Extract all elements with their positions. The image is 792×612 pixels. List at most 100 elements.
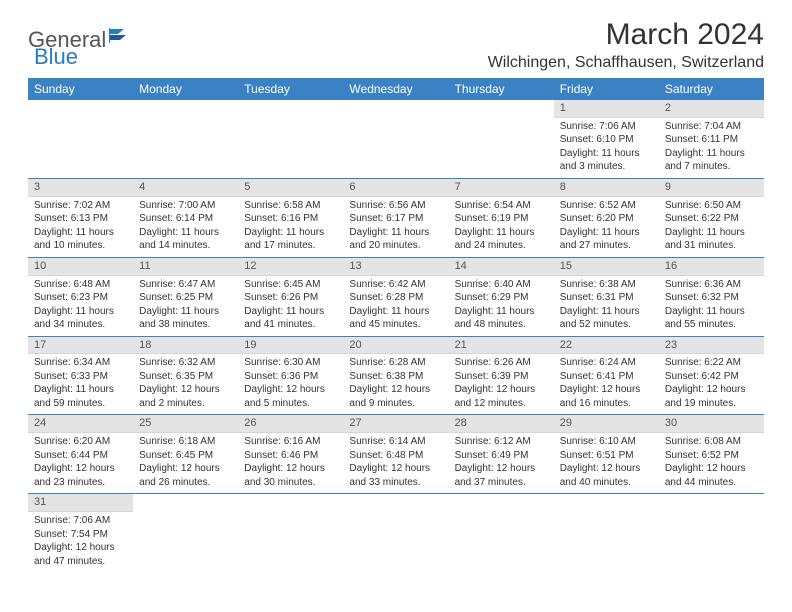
day-body: Sunrise: 6:28 AMSunset: 6:38 PMDaylight:…: [343, 354, 448, 414]
sunset-text: Sunset: 6:48 PM: [349, 449, 442, 463]
sunset-text: Sunset: 6:10 PM: [560, 133, 653, 147]
sunset-text: Sunset: 6:44 PM: [34, 449, 127, 463]
day-body: Sunrise: 6:16 AMSunset: 6:46 PMDaylight:…: [238, 433, 343, 493]
day-number: 17: [28, 337, 133, 355]
day-cell: [238, 494, 343, 572]
day-cell: 1Sunrise: 7:06 AMSunset: 6:10 PMDaylight…: [554, 100, 659, 178]
day-cell: [554, 494, 659, 572]
day-number: 15: [554, 258, 659, 276]
daylight-text: Daylight: 11 hours and 34 minutes.: [34, 305, 127, 332]
day-cell: [133, 100, 238, 178]
day-body: Sunrise: 6:36 AMSunset: 6:32 PMDaylight:…: [659, 276, 764, 336]
day-number: 7: [449, 179, 554, 197]
weekday-header: Thursday: [449, 78, 554, 100]
week-row: 3Sunrise: 7:02 AMSunset: 6:13 PMDaylight…: [28, 178, 764, 257]
day-cell: 15Sunrise: 6:38 AMSunset: 6:31 PMDayligh…: [554, 257, 659, 336]
sunset-text: Sunset: 6:42 PM: [665, 370, 758, 384]
sunset-text: Sunset: 6:19 PM: [455, 212, 548, 226]
weekday-header: Sunday: [28, 78, 133, 100]
sunset-text: Sunset: 6:41 PM: [560, 370, 653, 384]
day-body: Sunrise: 6:40 AMSunset: 6:29 PMDaylight:…: [449, 276, 554, 336]
day-cell: 11Sunrise: 6:47 AMSunset: 6:25 PMDayligh…: [133, 257, 238, 336]
sunrise-text: Sunrise: 6:26 AM: [455, 356, 548, 370]
day-number: 26: [238, 415, 343, 433]
day-body: Sunrise: 6:52 AMSunset: 6:20 PMDaylight:…: [554, 197, 659, 257]
sunrise-text: Sunrise: 6:52 AM: [560, 199, 653, 213]
day-number: 19: [238, 337, 343, 355]
day-number: 21: [449, 337, 554, 355]
day-body: Sunrise: 6:10 AMSunset: 6:51 PMDaylight:…: [554, 433, 659, 493]
page-header: General March 2024 Wilchingen, Schaffhau…: [28, 18, 764, 72]
daylight-text: Daylight: 11 hours and 41 minutes.: [244, 305, 337, 332]
day-cell: 3Sunrise: 7:02 AMSunset: 6:13 PMDaylight…: [28, 178, 133, 257]
daylight-text: Daylight: 12 hours and 5 minutes.: [244, 383, 337, 410]
weekday-header: Saturday: [659, 78, 764, 100]
weekday-header: Tuesday: [238, 78, 343, 100]
calendar-table: Sunday Monday Tuesday Wednesday Thursday…: [28, 78, 764, 572]
daylight-text: Daylight: 12 hours and 19 minutes.: [665, 383, 758, 410]
day-body: Sunrise: 6:26 AMSunset: 6:39 PMDaylight:…: [449, 354, 554, 414]
day-cell: [238, 100, 343, 178]
day-body: Sunrise: 7:06 AMSunset: 6:10 PMDaylight:…: [554, 118, 659, 178]
daylight-text: Daylight: 11 hours and 48 minutes.: [455, 305, 548, 332]
day-number: 4: [133, 179, 238, 197]
sunrise-text: Sunrise: 6:42 AM: [349, 278, 442, 292]
sunrise-text: Sunrise: 6:12 AM: [455, 435, 548, 449]
sunrise-text: Sunrise: 6:10 AM: [560, 435, 653, 449]
week-row: 17Sunrise: 6:34 AMSunset: 6:33 PMDayligh…: [28, 336, 764, 415]
day-body: Sunrise: 7:04 AMSunset: 6:11 PMDaylight:…: [659, 118, 764, 178]
sunrise-text: Sunrise: 6:45 AM: [244, 278, 337, 292]
sunset-text: Sunset: 6:39 PM: [455, 370, 548, 384]
day-cell: 7Sunrise: 6:54 AMSunset: 6:19 PMDaylight…: [449, 178, 554, 257]
day-body: Sunrise: 6:18 AMSunset: 6:45 PMDaylight:…: [133, 433, 238, 493]
sunset-text: Sunset: 7:54 PM: [34, 528, 127, 542]
day-number: 13: [343, 258, 448, 276]
location-text: Wilchingen, Schaffhausen, Switzerland: [488, 54, 764, 72]
sunrise-text: Sunrise: 6:24 AM: [560, 356, 653, 370]
sunset-text: Sunset: 6:22 PM: [665, 212, 758, 226]
day-cell: [449, 494, 554, 572]
month-title: March 2024: [488, 18, 764, 52]
daylight-text: Daylight: 11 hours and 31 minutes.: [665, 226, 758, 253]
day-cell: 10Sunrise: 6:48 AMSunset: 6:23 PMDayligh…: [28, 257, 133, 336]
day-cell: 6Sunrise: 6:56 AMSunset: 6:17 PMDaylight…: [343, 178, 448, 257]
day-number: 28: [449, 415, 554, 433]
weekday-header: Friday: [554, 78, 659, 100]
daylight-text: Daylight: 12 hours and 33 minutes.: [349, 462, 442, 489]
sunrise-text: Sunrise: 6:28 AM: [349, 356, 442, 370]
sunset-text: Sunset: 6:20 PM: [560, 212, 653, 226]
day-cell: 18Sunrise: 6:32 AMSunset: 6:35 PMDayligh…: [133, 336, 238, 415]
sunset-text: Sunset: 6:14 PM: [139, 212, 232, 226]
daylight-text: Daylight: 11 hours and 38 minutes.: [139, 305, 232, 332]
day-cell: 2Sunrise: 7:04 AMSunset: 6:11 PMDaylight…: [659, 100, 764, 178]
sunset-text: Sunset: 6:35 PM: [139, 370, 232, 384]
day-body: Sunrise: 6:14 AMSunset: 6:48 PMDaylight:…: [343, 433, 448, 493]
week-row: 31Sunrise: 7:06 AMSunset: 7:54 PMDayligh…: [28, 494, 764, 572]
sunrise-text: Sunrise: 6:50 AM: [665, 199, 758, 213]
weekday-header: Monday: [133, 78, 238, 100]
sunrise-text: Sunrise: 6:20 AM: [34, 435, 127, 449]
day-cell: [659, 494, 764, 572]
title-block: March 2024 Wilchingen, Schaffhausen, Swi…: [488, 18, 764, 72]
sunrise-text: Sunrise: 6:47 AM: [139, 278, 232, 292]
day-body: Sunrise: 6:24 AMSunset: 6:41 PMDaylight:…: [554, 354, 659, 414]
sunrise-text: Sunrise: 6:18 AM: [139, 435, 232, 449]
daylight-text: Daylight: 11 hours and 27 minutes.: [560, 226, 653, 253]
day-body: Sunrise: 6:08 AMSunset: 6:52 PMDaylight:…: [659, 433, 764, 493]
sunrise-text: Sunrise: 6:54 AM: [455, 199, 548, 213]
day-number: 20: [343, 337, 448, 355]
sunset-text: Sunset: 6:29 PM: [455, 291, 548, 305]
daylight-text: Daylight: 12 hours and 30 minutes.: [244, 462, 337, 489]
day-body: Sunrise: 6:48 AMSunset: 6:23 PMDaylight:…: [28, 276, 133, 336]
sunrise-text: Sunrise: 6:40 AM: [455, 278, 548, 292]
daylight-text: Daylight: 11 hours and 14 minutes.: [139, 226, 232, 253]
sunrise-text: Sunrise: 6:22 AM: [665, 356, 758, 370]
sunrise-text: Sunrise: 7:06 AM: [560, 120, 653, 134]
daylight-text: Daylight: 12 hours and 47 minutes.: [34, 541, 127, 568]
calendar-body: 1Sunrise: 7:06 AMSunset: 6:10 PMDaylight…: [28, 100, 764, 572]
day-cell: 4Sunrise: 7:00 AMSunset: 6:14 PMDaylight…: [133, 178, 238, 257]
daylight-text: Daylight: 12 hours and 16 minutes.: [560, 383, 653, 410]
day-number: 27: [343, 415, 448, 433]
daylight-text: Daylight: 12 hours and 2 minutes.: [139, 383, 232, 410]
sunrise-text: Sunrise: 7:06 AM: [34, 514, 127, 528]
